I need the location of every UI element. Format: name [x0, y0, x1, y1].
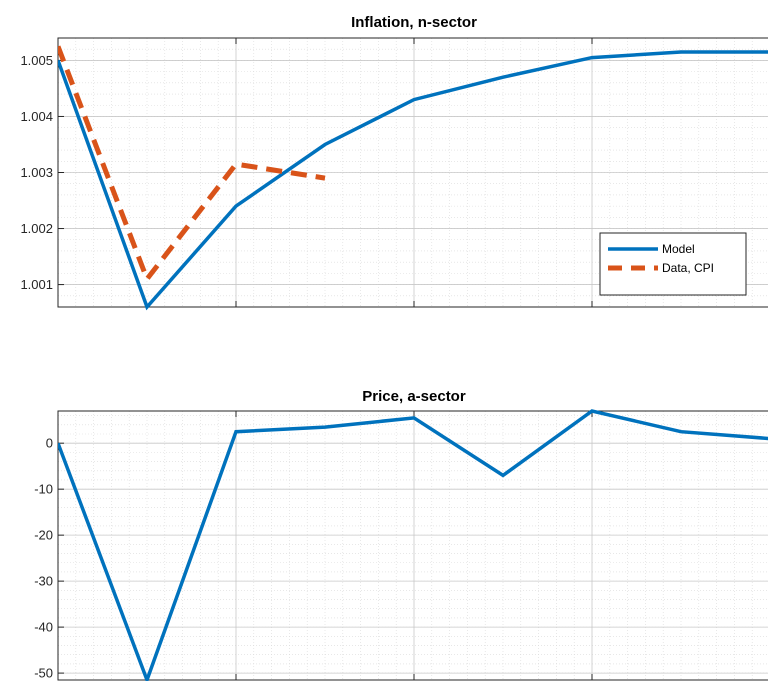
price-plot-area	[58, 411, 768, 680]
inflation-y-tick-label: 1.003	[20, 165, 53, 180]
price-y-tick-label: -20	[34, 528, 53, 543]
inflation-y-tick-label: 1.001	[20, 277, 53, 292]
price-y-tick-label: 0	[46, 436, 53, 451]
inflation-title: Inflation, n-sector	[351, 14, 477, 31]
inflation-legend-box	[599, 232, 747, 296]
inflation-y-tick-label: 1.004	[20, 109, 53, 124]
inflation-y-tick-label: 1.005	[20, 53, 53, 68]
price-y-tick-label: -50	[34, 666, 53, 681]
inflation-series-model-line	[58, 50, 768, 311]
price-y-tick-label: -40	[34, 620, 53, 635]
price-y-tick-label: -10	[34, 482, 53, 497]
inflation-legend-label: Data, CPI	[662, 261, 714, 275]
price-title: Price, a-sector	[362, 388, 466, 405]
inflation-series-data-cpi-line	[58, 45, 326, 285]
price-series-line-line	[58, 409, 768, 681]
inflation-legend-label: Model	[662, 242, 695, 256]
price-y-tick-label: -30	[34, 574, 53, 589]
inflation-n-sector-panel: 1.001 1.002 1.003 1.004 1.005 Inflation, n-se…	[20, 14, 768, 311]
inflation-legend: Model Data, CPI	[599, 232, 747, 296]
price-a-sector-panel: 0 -10 -20 -30 -40 -50 Price, a-sector	[34, 388, 768, 681]
inflation-y-tick-label: 1.002	[20, 221, 53, 236]
